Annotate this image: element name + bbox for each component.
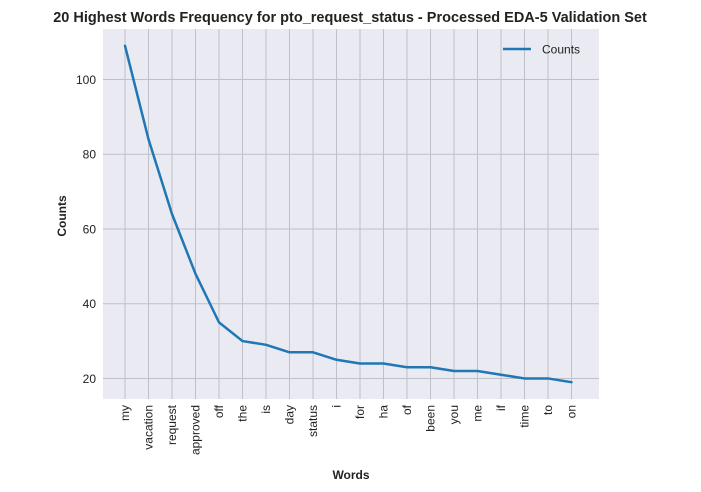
y-axis-title: Counts xyxy=(55,195,69,237)
series-line-counts xyxy=(123,44,573,384)
plot-area xyxy=(103,29,599,399)
y-tick-label: 100 xyxy=(76,73,96,87)
x-tick-label: you xyxy=(447,405,461,424)
x-tick-labels: my vacation request approved off the is day stat… xyxy=(118,404,579,455)
x-tick-label: i xyxy=(330,405,344,408)
grid-lines xyxy=(103,29,599,399)
x-tick-label: request xyxy=(165,404,179,445)
x-tick-label: time xyxy=(518,405,532,428)
x-tick-label: to xyxy=(541,405,555,415)
x-tick-label: me xyxy=(471,405,485,422)
x-tick-label: my xyxy=(118,405,132,421)
x-tick-label: day xyxy=(283,405,297,424)
x-tick-label: if xyxy=(494,404,508,411)
x-axis-title: Words xyxy=(332,468,369,482)
y-tick-label: 20 xyxy=(83,372,97,386)
x-tick-label: is xyxy=(259,405,273,414)
chart-title: 20 Highest Words Frequency for pto_reque… xyxy=(53,10,647,26)
y-tick-labels: 20 40 60 80 100 xyxy=(76,73,96,386)
x-tick-label: status xyxy=(306,405,320,437)
legend: Counts xyxy=(503,43,580,57)
legend-label: Counts xyxy=(542,43,580,57)
y-tick-label: 80 xyxy=(83,148,97,162)
x-tick-label: approved xyxy=(189,405,203,455)
x-tick-label: been xyxy=(424,405,438,432)
x-tick-label: of xyxy=(400,404,414,415)
x-tick-label: vacation xyxy=(142,405,156,450)
x-tick-label: the xyxy=(236,405,250,422)
x-tick-label: on xyxy=(565,405,579,418)
series-layer xyxy=(123,44,573,384)
y-tick-label: 40 xyxy=(83,297,97,311)
x-tick-label: for xyxy=(353,405,367,419)
x-tick-label: off xyxy=(212,404,226,418)
y-tick-label: 60 xyxy=(83,222,97,236)
x-tick-label: ha xyxy=(377,405,391,419)
